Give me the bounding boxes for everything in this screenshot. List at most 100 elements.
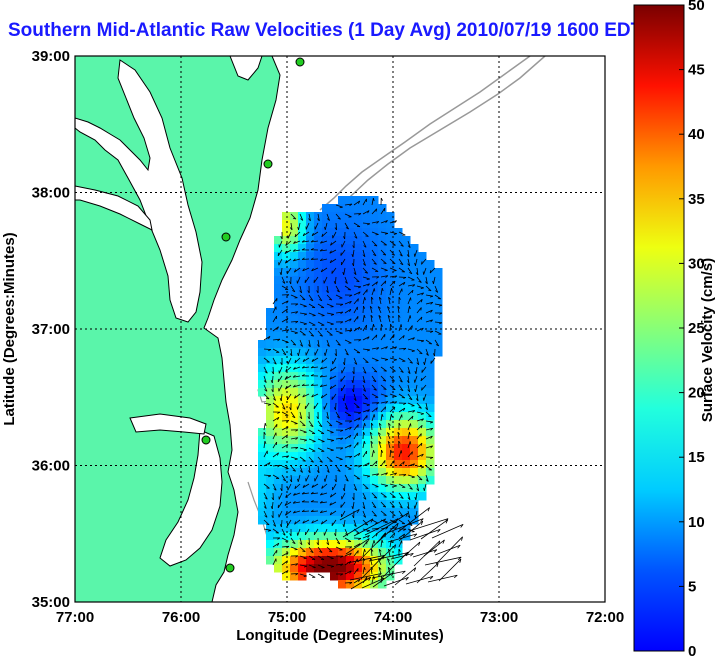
velocity-cell: [386, 276, 395, 285]
velocity-cell: [426, 284, 435, 293]
velocity-arrow: [425, 285, 432, 292]
velocity-arrow: [353, 285, 362, 288]
velocity-cell: [386, 412, 395, 421]
velocity-arrow-head: [293, 510, 296, 514]
velocity-arrow-head: [418, 406, 422, 409]
velocity-arrow-head: [403, 533, 406, 537]
velocity-arrow: [326, 294, 333, 301]
velocity-arrow-head: [319, 334, 323, 337]
velocity-cell: [346, 268, 355, 277]
velocity-cell: [266, 548, 275, 557]
velocity-arrow: [353, 578, 361, 584]
velocity-arrow-head: [310, 374, 314, 377]
colorbar-tick-label: 0: [688, 643, 696, 659]
velocity-arrow: [398, 249, 403, 257]
velocity-arrow: [334, 276, 337, 285]
velocity-cell: [346, 220, 355, 229]
velocity-cell: [346, 468, 355, 477]
velocity-cell: [370, 284, 379, 293]
velocity-cell: [426, 380, 435, 389]
velocity-arrow-head: [330, 449, 334, 452]
velocity-arrow: [313, 402, 319, 410]
velocity-arrow-head: [402, 335, 405, 339]
velocity-cell: [282, 220, 291, 229]
velocity-arrow: [320, 366, 328, 370]
velocity-arrow: [371, 334, 378, 341]
velocity-arrow-head: [373, 324, 375, 328]
velocity-arrow-head: [423, 487, 425, 491]
velocity-cell: [274, 372, 283, 381]
velocity-arrow: [380, 240, 387, 246]
velocity-arrow-head: [310, 334, 314, 337]
velocity-arrow: [308, 429, 316, 434]
velocity-cell: [346, 204, 355, 213]
velocity-cell: [282, 372, 291, 381]
velocity-arrow-head: [393, 233, 397, 235]
velocity-arrow-head: [319, 248, 323, 252]
velocity-arrow: [310, 510, 319, 512]
velocity-arrow: [353, 298, 359, 305]
velocity-cell: [298, 276, 307, 285]
velocity-arrow-head: [292, 249, 296, 252]
velocity-arrow: [380, 384, 387, 390]
velocity-arrow-head: [351, 263, 354, 267]
velocity-arrow: [308, 555, 316, 560]
velocity-cell: [338, 412, 347, 421]
velocity-cell: [274, 516, 283, 525]
velocity-cell: [314, 428, 323, 437]
velocity-arrow-head: [403, 277, 407, 280]
velocity-cell: [418, 420, 427, 429]
velocity-cell: [322, 484, 331, 493]
velocity-cell: [370, 540, 379, 549]
velocity-arrow: [375, 512, 408, 535]
velocity-arrow-head: [373, 388, 377, 391]
velocity-cell: [402, 428, 411, 437]
velocity-arrow: [272, 315, 277, 323]
velocity-arrow-head: [292, 416, 296, 419]
velocity-arrow: [317, 213, 320, 221]
velocity-arrow-head: [273, 398, 276, 401]
velocity-arrow-head: [430, 330, 434, 333]
velocity-cell: [306, 348, 315, 357]
velocity-cell: [330, 252, 339, 261]
velocity-arrow-head: [407, 497, 411, 500]
velocity-arrow: [344, 411, 352, 417]
velocity-arrow: [344, 455, 353, 458]
velocity-arrow: [389, 501, 395, 508]
velocity-cell: [274, 564, 283, 573]
velocity-cell: [290, 428, 299, 437]
velocity-arrow-head: [412, 337, 415, 341]
velocity-arrow: [335, 465, 341, 472]
velocity-arrow-head: [282, 479, 286, 482]
velocity-cell: [378, 524, 387, 533]
velocity-arrow: [284, 501, 292, 506]
velocity-cell: [370, 396, 379, 405]
velocity-cell: [386, 420, 395, 429]
velocity-arrow: [362, 384, 367, 392]
velocity-cell: [378, 420, 387, 429]
velocity-arrow: [305, 528, 310, 536]
velocity-arrow: [371, 407, 378, 413]
velocity-arrow-head: [364, 523, 368, 526]
velocity-arrow: [398, 324, 402, 332]
velocity-arrow: [326, 303, 334, 307]
velocity-cell: [330, 228, 339, 237]
velocity-arrow-head: [383, 388, 387, 390]
velocity-arrow: [277, 375, 283, 383]
velocity-cell: [402, 308, 411, 317]
velocity-cell: [314, 396, 323, 405]
velocity-arrow: [299, 294, 306, 301]
velocity-arrow: [370, 548, 373, 557]
velocity-cell: [306, 476, 315, 485]
velocity-arrow-head: [411, 350, 415, 352]
velocity-arrow: [290, 420, 298, 424]
velocity-arrow-head: [411, 476, 415, 479]
velocity-arrow: [290, 339, 297, 346]
velocity-cell: [370, 252, 379, 261]
velocity-arrow: [407, 289, 414, 296]
velocity-cell: [290, 564, 299, 573]
velocity-arrow-head: [430, 302, 434, 305]
velocity-cell: [322, 340, 331, 349]
velocity-arrow-head: [358, 200, 361, 204]
velocity-cell: [258, 372, 267, 381]
